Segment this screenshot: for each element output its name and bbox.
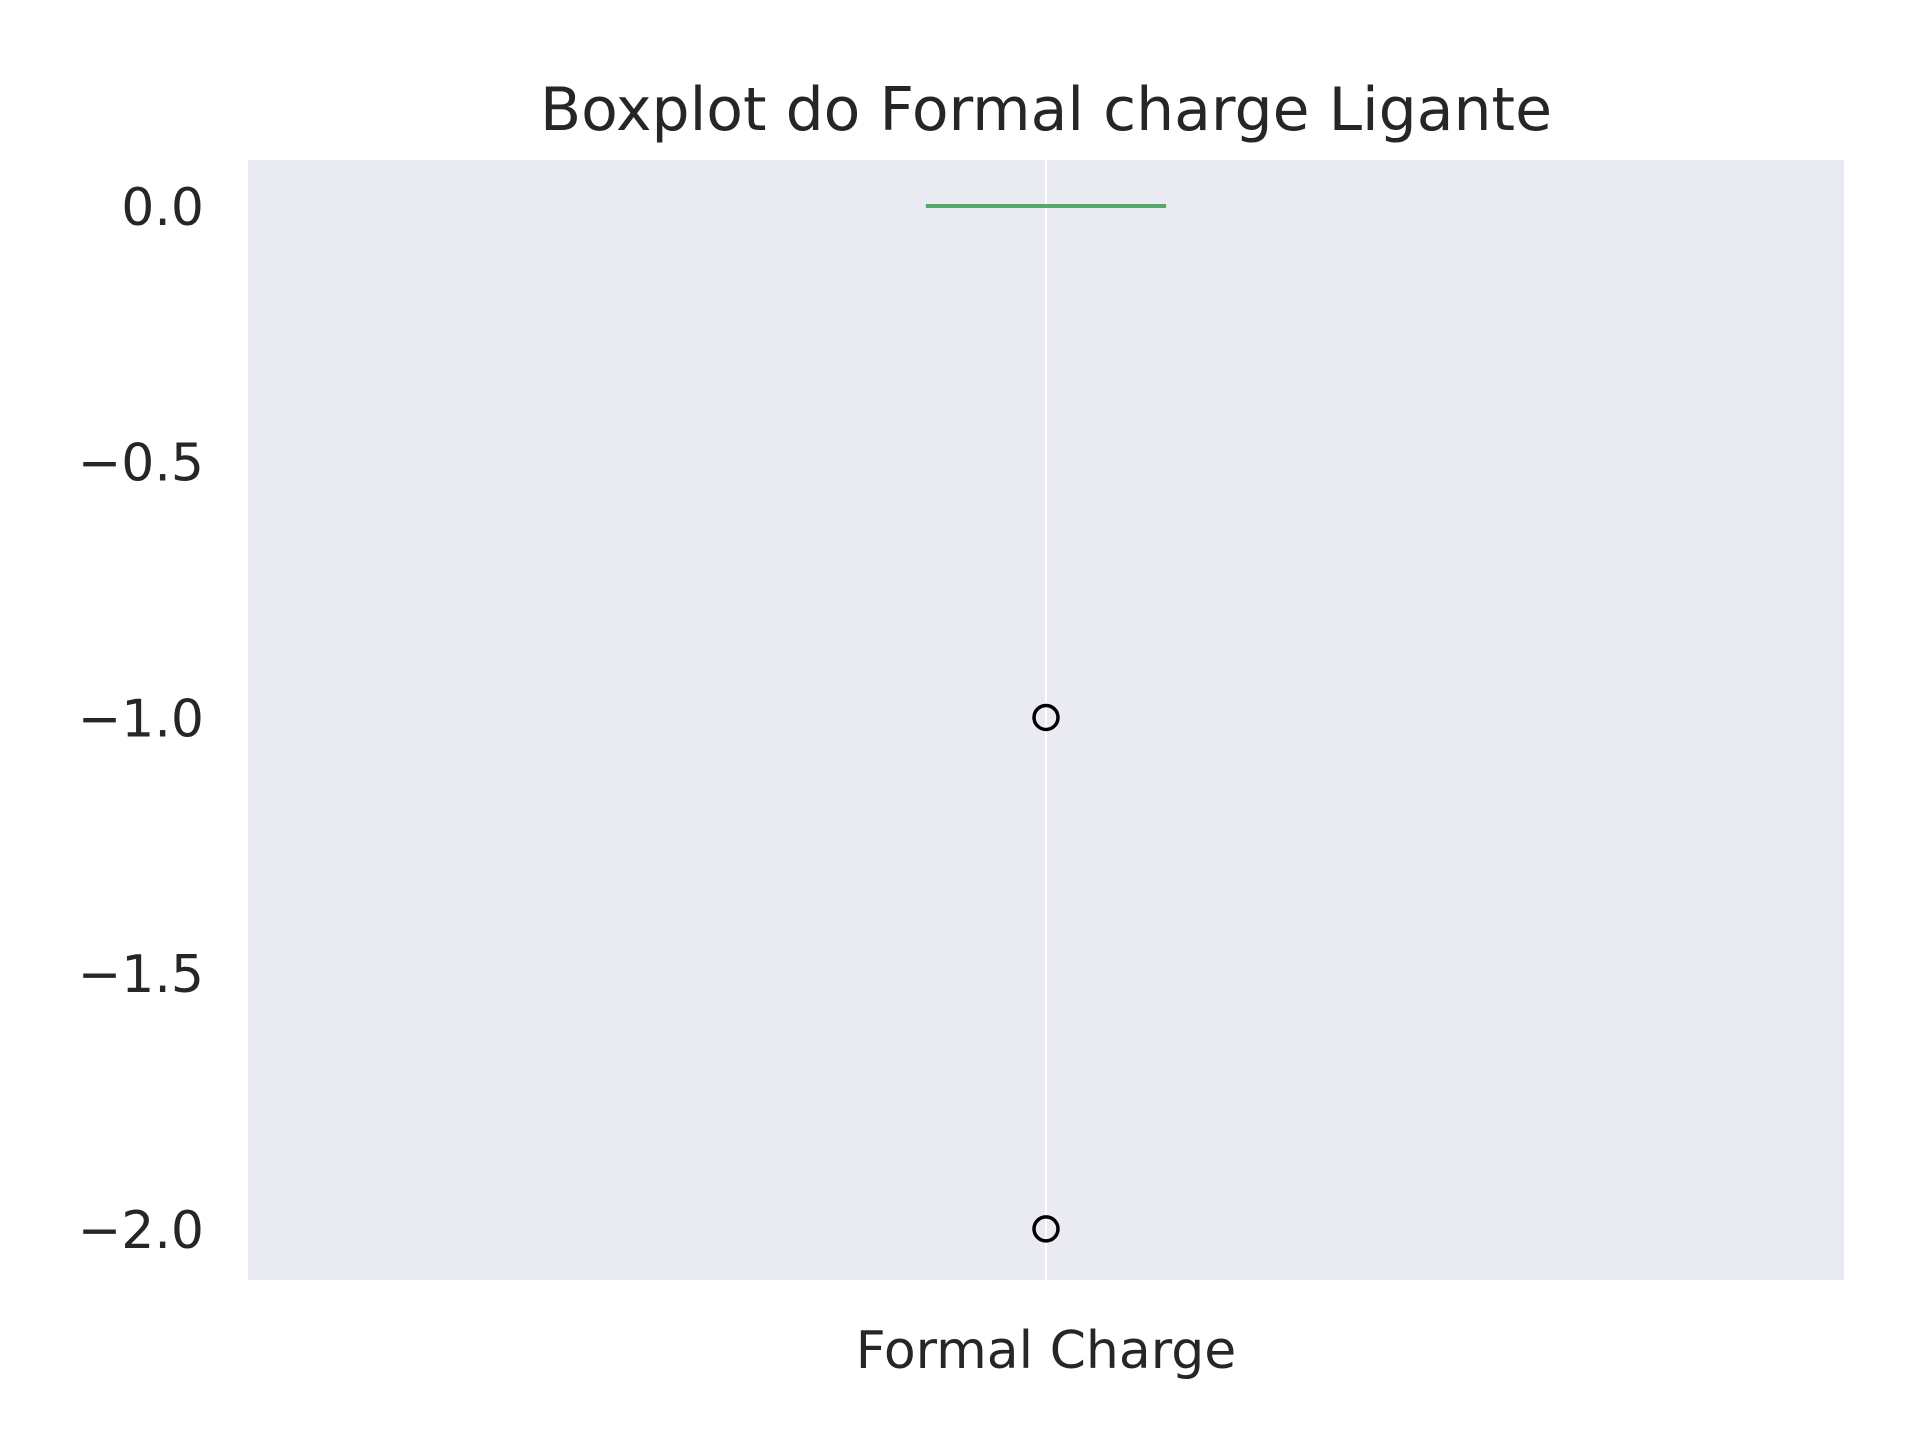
y-tick-label: −0.5 [78, 434, 204, 494]
y-tick-label: −1.5 [78, 945, 204, 1005]
y-tick-label: 0.0 [121, 178, 204, 238]
tick-labels: Formal Charge 0.0 −0.5 −1.0 −1.5 −2.0 [78, 178, 1237, 1381]
outlier-point [1032, 1215, 1060, 1243]
outlier-point [1032, 703, 1060, 732]
chart-title: Boxplot do Formal charge Ligante [540, 75, 1552, 145]
box-layer [925, 204, 1167, 1243]
y-tick-label: −2.0 [78, 1201, 204, 1261]
y-tick-label: −1.0 [78, 689, 204, 749]
x-tick-label: Formal Charge [856, 1321, 1236, 1381]
